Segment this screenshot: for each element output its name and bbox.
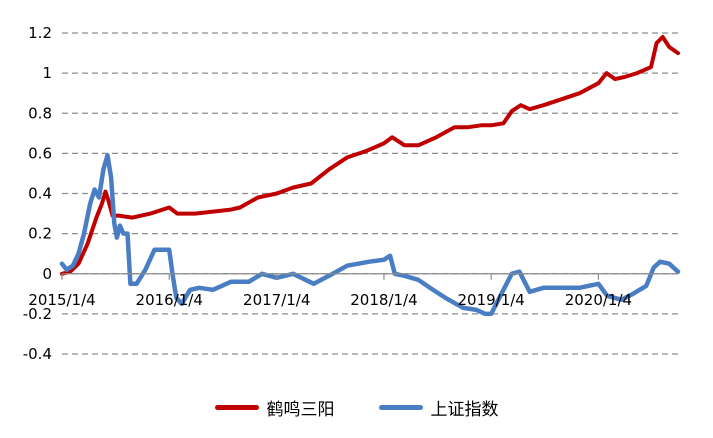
legend-swatch-shanghai-index: [378, 404, 423, 410]
legend-label-hemingsanyang: 鹤鸣三阳: [266, 399, 335, 420]
line-chart: 1.2 1 0.8 0.6 0.4 0.2 0 -0.2 -0.4 2015/1/4 2016/1…: [23, 24, 681, 363]
series-line-1: [59, 153, 681, 317]
legend-item-hemingsanyang: 鹤鸣三阳: [214, 395, 335, 420]
y-tick-label: 0: [42, 265, 52, 283]
y-tick-label: 0.8: [28, 104, 52, 122]
x-tick-label: 2019/1/4: [457, 291, 524, 309]
x-tick-label: 2017/1/4: [243, 291, 310, 309]
y-tick-label: 1.2: [28, 24, 52, 42]
x-tick-label: 2016/1/4: [136, 291, 203, 309]
legend-item-shanghai-index: 上证指数: [378, 395, 499, 420]
x-axis: 2015/1/4 2016/1/4 2017/1/4 2018/1/4 2019/1/4…: [28, 273, 678, 309]
y-axis-ticks: 1.2 1 0.8 0.6 0.4 0.2 0 -0.2 -0.4: [23, 24, 52, 363]
legend: 鹤鸣三阳 上证指数: [0, 392, 713, 422]
legend-swatch-hemingsanyang: [214, 404, 259, 410]
y-tick-label: 0.2: [28, 225, 52, 243]
x-tick-label: 2015/1/4: [28, 291, 95, 309]
x-tick-label: 2018/1/4: [350, 291, 417, 309]
y-tick-label: -0.4: [23, 345, 52, 363]
y-tick-label: 0.4: [28, 185, 52, 203]
x-tick-label: 2020/1/4: [565, 291, 632, 309]
legend-label-shanghai-index: 上证指数: [430, 399, 499, 420]
series-lines: [59, 35, 681, 317]
y-tick-label: 1: [42, 64, 52, 82]
y-tick-label: 0.6: [28, 144, 52, 162]
y-tick-label: -0.2: [23, 305, 52, 323]
series-line-0: [60, 35, 680, 276]
